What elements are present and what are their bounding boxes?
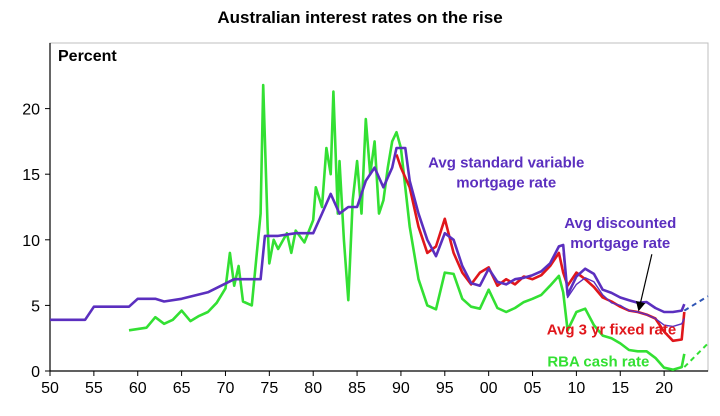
annotation-rba-cash-rate: RBA cash rate — [547, 353, 649, 370]
annotation-line: mortgage rate — [570, 235, 670, 252]
x-tick-label: 55 — [85, 380, 103, 397]
y-axis-unit-label: Percent — [58, 48, 117, 65]
x-tick-label: 95 — [436, 380, 454, 397]
discounted-rate-arrow — [635, 254, 653, 312]
series-line-avg-discounted-mortgage-rate — [562, 252, 685, 328]
x-tick-label: 90 — [392, 380, 410, 397]
x-tick-label: 50 — [41, 380, 59, 397]
series-line-avg-standard-variable-mortgage-rate — [50, 146, 686, 322]
annotation-line: mortgage rate — [456, 175, 556, 192]
x-tick-label: 05 — [524, 380, 542, 397]
x-tick-label: 15 — [611, 380, 629, 397]
annotation-avg-3-yr-fixed-rate: Avg 3 yr fixed rate — [547, 321, 677, 338]
annotation-line: Avg 3 yr fixed rate — [547, 321, 677, 338]
x-tick-label: 00 — [480, 380, 498, 397]
x-tick-label: 20 — [655, 380, 673, 397]
annotation-avg-standard-variable-mortgage-rate: Avg standard variable mortgage rate — [428, 155, 584, 192]
annotation-line: RBA cash rate — [547, 353, 649, 370]
series-line-rba-cash-rate — [128, 83, 686, 371]
x-tick-label: 75 — [260, 380, 278, 397]
y-tick-label: 20 — [22, 102, 40, 119]
annotation-line: Avg discounted — [564, 215, 676, 232]
x-tick-label: 85 — [348, 380, 366, 397]
projection-line-avg-standard-variable-mortgage-rate — [683, 295, 709, 312]
x-tick-label: 70 — [217, 380, 235, 397]
chart-title: Australian interest rates on the rise — [217, 8, 502, 27]
x-tick-label: 80 — [304, 380, 322, 397]
y-tick-label: 15 — [22, 167, 40, 184]
x-tick-label: 10 — [568, 380, 586, 397]
y-tick-label: 5 — [31, 298, 40, 315]
y-tick-label: 0 — [31, 364, 40, 381]
annotation-avg-discounted-mortgage-rate: Avg discounted mortgage rate — [564, 215, 676, 252]
x-tick-label: 60 — [129, 380, 147, 397]
annotation-line: Avg standard variable — [428, 155, 584, 172]
y-tick-label: 10 — [22, 233, 40, 250]
x-tick-label: 65 — [173, 380, 191, 397]
projection-line-rba-cash-rate — [683, 342, 709, 368]
